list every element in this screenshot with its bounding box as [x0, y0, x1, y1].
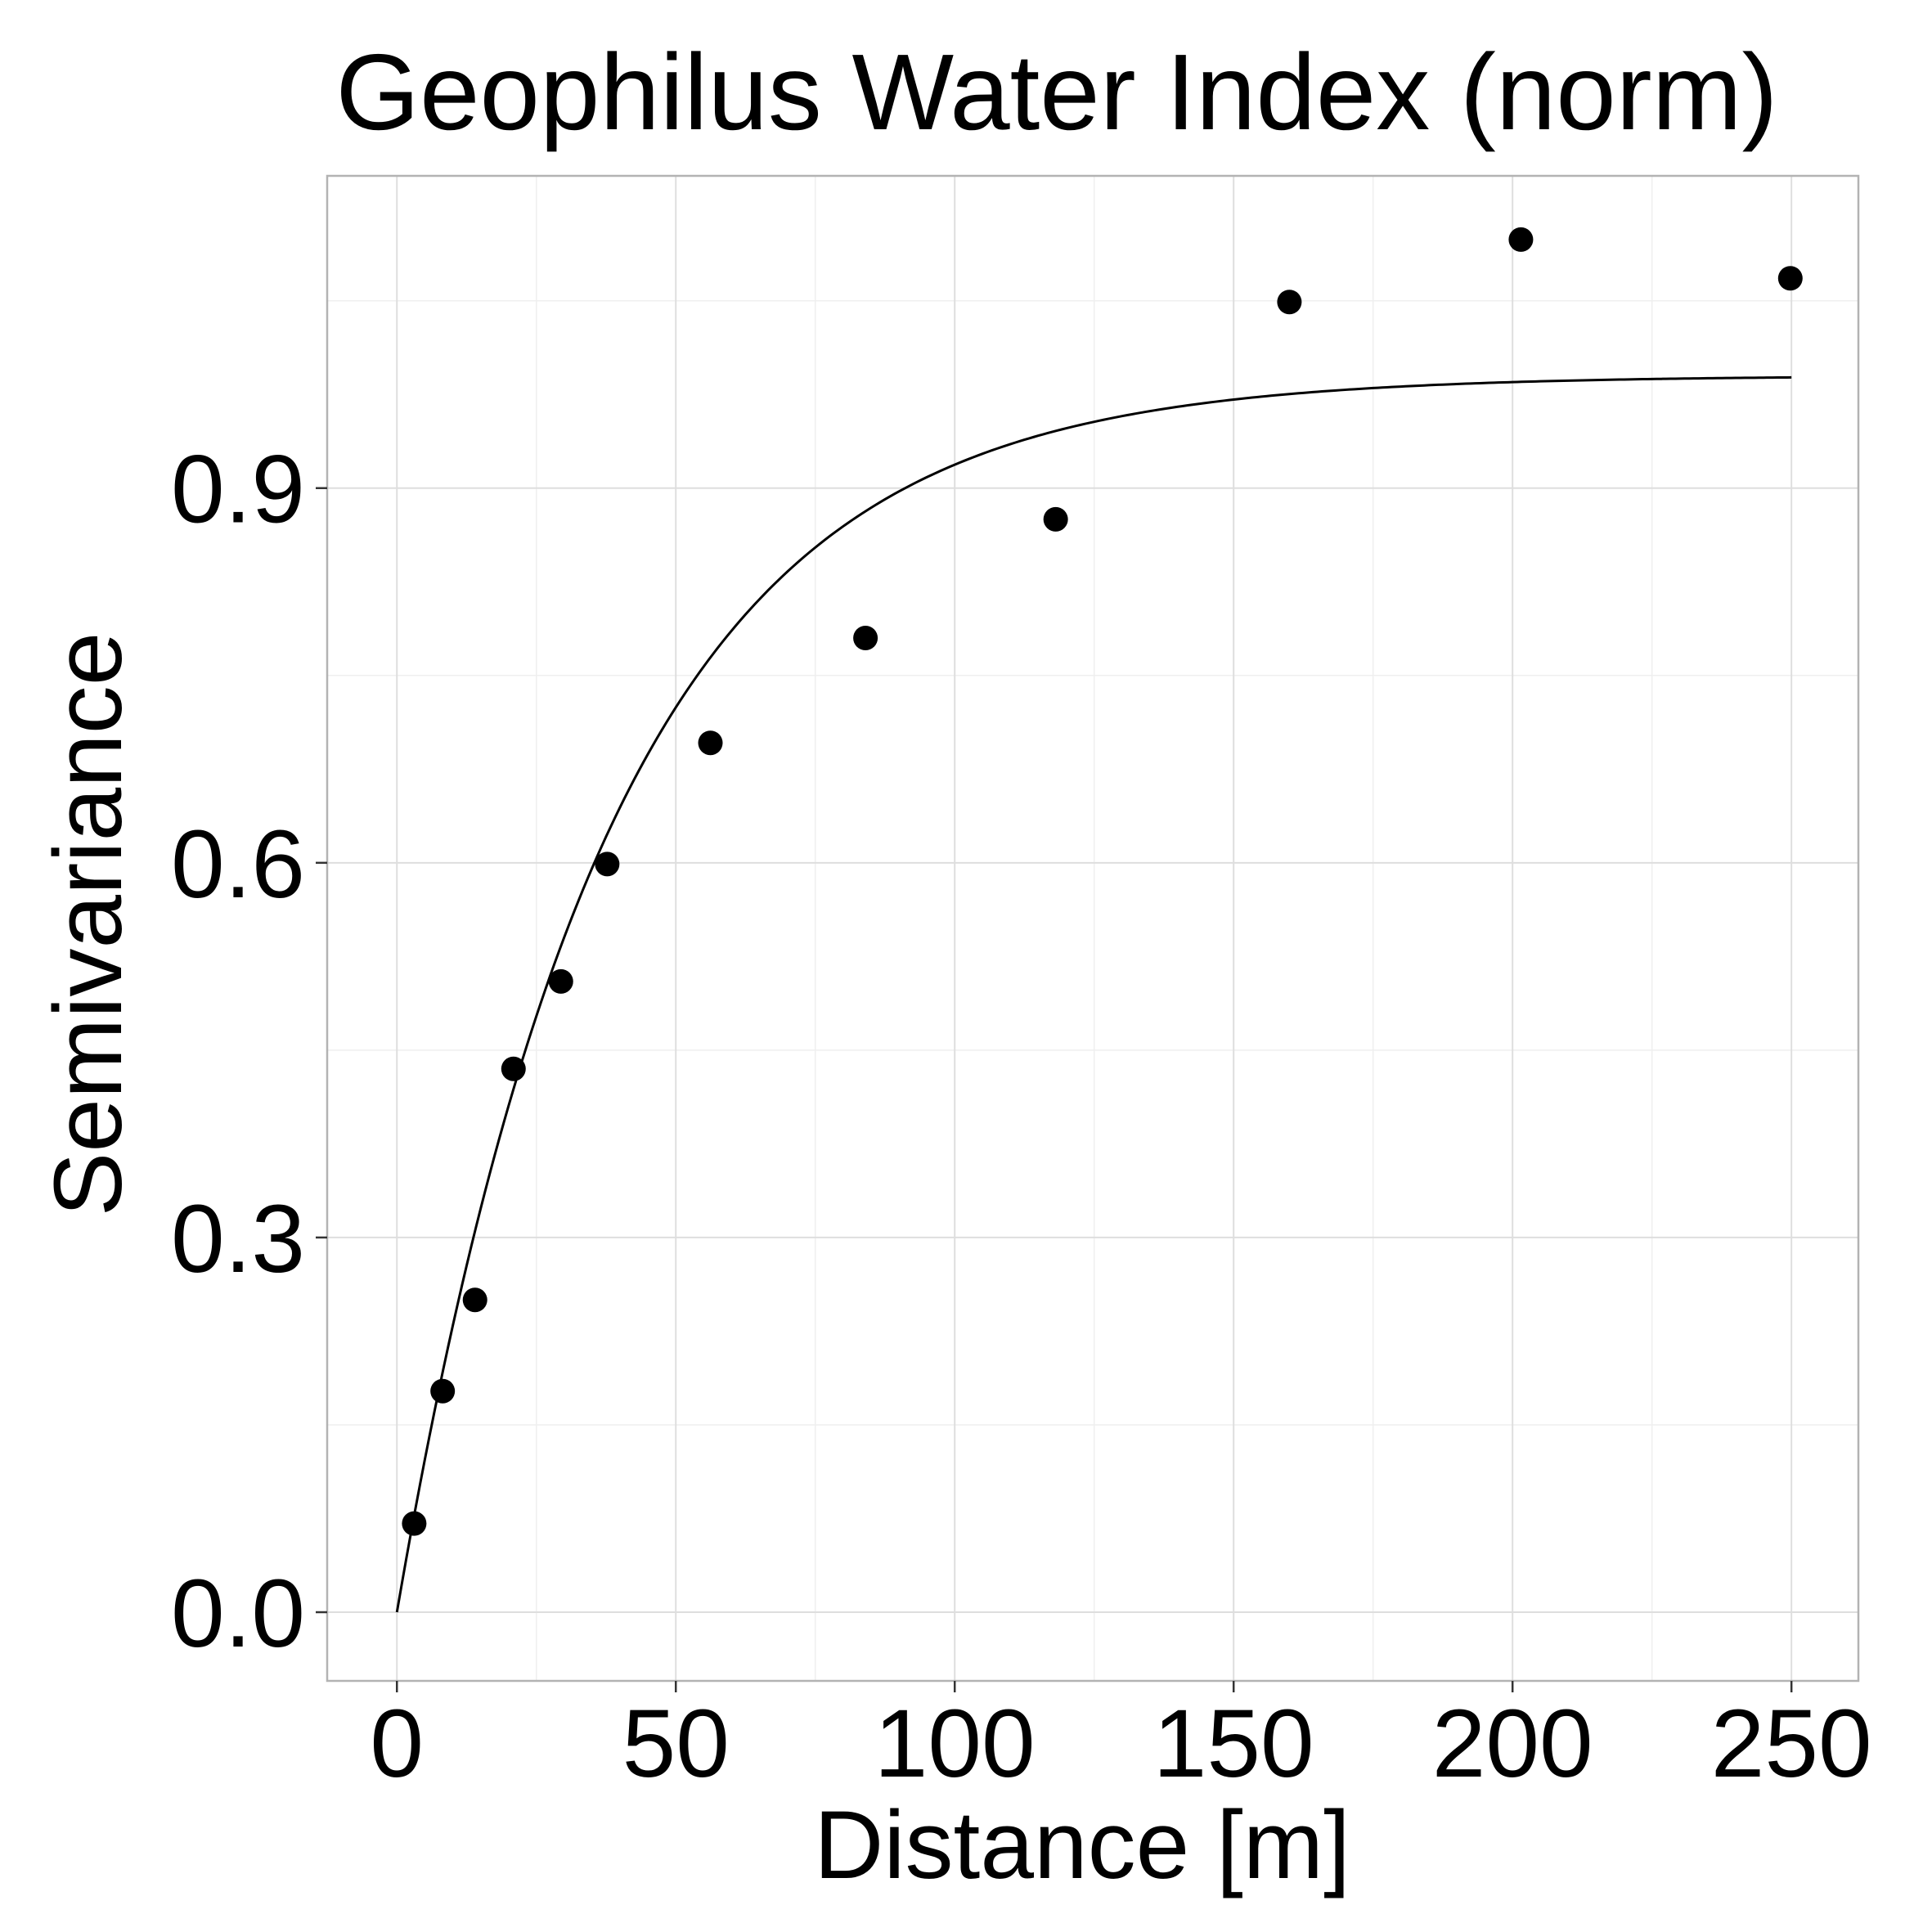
x-tick-label: 200 — [1432, 1690, 1593, 1798]
data-points — [402, 227, 1803, 1536]
x-tick-label: 0 — [370, 1690, 424, 1798]
y-tick-label: 0.9 — [171, 436, 305, 544]
data-point — [501, 1056, 526, 1081]
grid-major — [327, 176, 1858, 1681]
y-axis-label: Semivariance — [34, 632, 142, 1217]
data-point — [1277, 290, 1302, 315]
grid-minor — [327, 176, 1858, 1681]
y-axis-ticks: 0.0 0.3 0.6 0.9 — [171, 436, 327, 1668]
data-point — [430, 1378, 456, 1404]
fitted-model-curve — [395, 375, 1792, 1613]
chart-title: Geophilus Water Index (norm) — [335, 32, 1777, 152]
x-tick-label: 50 — [622, 1690, 730, 1798]
x-axis-label: Distance [m] — [814, 1791, 1350, 1899]
data-point — [595, 851, 620, 877]
x-axis-ticks: 0 50 100 150 200 250 — [370, 1681, 1872, 1798]
panel-border — [326, 174, 1860, 1683]
data-point — [462, 1287, 487, 1313]
data-point — [402, 1511, 427, 1536]
data-point — [1043, 506, 1068, 532]
y-tick-label: 0.0 — [171, 1560, 305, 1668]
data-point — [1777, 266, 1803, 291]
x-tick-label: 100 — [874, 1690, 1036, 1798]
data-point — [1508, 227, 1534, 252]
y-tick-label: 0.3 — [171, 1185, 305, 1293]
data-point — [698, 730, 723, 756]
x-tick-label: 150 — [1153, 1690, 1314, 1798]
y-tick-label: 0.6 — [171, 811, 305, 919]
x-tick-label: 250 — [1711, 1690, 1872, 1798]
data-point — [853, 625, 878, 650]
data-point — [548, 968, 573, 994]
